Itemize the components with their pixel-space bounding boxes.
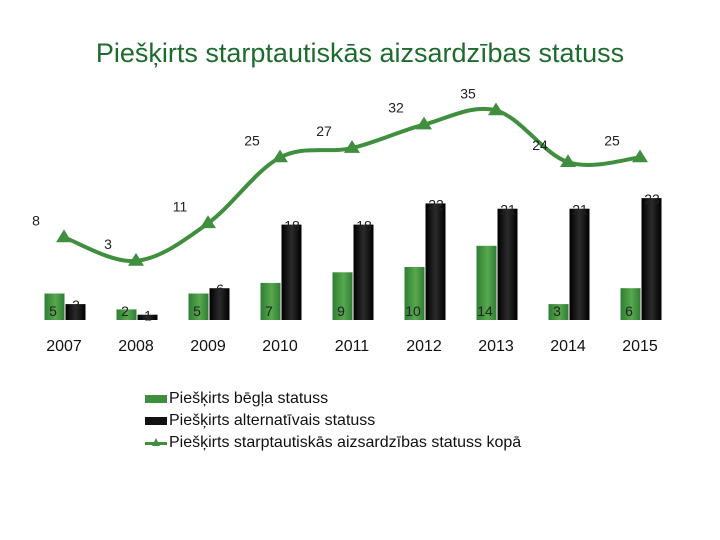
bar-refugee-2007 (44, 293, 65, 320)
label-total-2008: 3 (104, 236, 112, 252)
label-alternative-2012: 22 (428, 196, 444, 212)
label-alternative-2013: 21 (500, 202, 516, 218)
legend-label-total: Piešķirts starptautiskās aizsardzības st… (169, 434, 522, 451)
legend-item-alternative: Piešķirts alternatīvais statuss (145, 410, 521, 432)
bar-refugee-2013 (476, 245, 497, 320)
marker-total-2008 (128, 252, 144, 266)
x-tick-2009: 2009 (190, 338, 226, 355)
label-total-2013: 35 (460, 86, 476, 102)
bar-alternative-2011 (353, 224, 374, 320)
label-alternative-2010: 18 (284, 218, 300, 234)
label-refugee-2014: 3 (553, 303, 561, 319)
legend-swatch-total (145, 438, 167, 448)
marker-total-2007 (56, 229, 72, 243)
bar-refugee-2008 (116, 309, 137, 320)
label-alternative-2009: 6 (216, 281, 224, 297)
marker-total-2015 (632, 149, 648, 163)
bar-alternative-2009 (209, 288, 230, 320)
bar-alternative-2008 (137, 314, 158, 320)
x-tick-2007: 2007 (46, 338, 82, 355)
bar-refugee-2009 (188, 293, 209, 320)
legend-swatch-alternative (145, 417, 167, 425)
x-tick-2012: 2012 (406, 338, 442, 355)
label-refugee-2009: 5 (193, 303, 201, 319)
label-refugee-2015: 6 (625, 303, 633, 319)
bar-alternative-2014 (569, 208, 590, 320)
label-total-2014: 24 (532, 137, 548, 153)
label-total-2009: 11 (173, 198, 188, 214)
x-tick-2015: 2015 (622, 338, 658, 355)
marker-total-2011 (344, 140, 360, 153)
bar-alternative-2013 (497, 208, 518, 320)
legend: Piešķirts bēgļa statuss Piešķirts altern… (145, 388, 521, 454)
label-total-2011: 27 (316, 123, 332, 139)
legend-item-total: Piešķirts starptautiskās aizsardzības st… (145, 432, 521, 454)
label-refugee-2012: 10 (405, 303, 421, 319)
x-tick-2010: 2010 (262, 338, 298, 355)
marker-total-2014 (560, 154, 576, 167)
legend-label-alternative: Piešķirts alternatīvais statuss (169, 412, 376, 429)
label-total-2007: 8 (32, 212, 40, 228)
bar-refugee-2014 (548, 304, 569, 320)
label-total-2010: 25 (244, 133, 260, 149)
marker-total-2010 (272, 149, 288, 163)
label-refugee-2008: 2 (121, 303, 129, 319)
label-refugee-2011: 9 (337, 303, 345, 319)
legend-item-refugee: Piešķirts bēgļa statuss (145, 388, 521, 410)
marker-total-2013 (488, 102, 504, 116)
x-tick-2008: 2008 (118, 338, 154, 355)
chart-title: Piešķirts starptautiskās aizsardzības st… (95, 38, 625, 68)
bar-alternative-2012 (425, 203, 446, 320)
bar-refugee-2012 (404, 267, 425, 320)
x-tick-2011: 2011 (335, 338, 370, 355)
label-alternative-2011: 18 (356, 218, 372, 234)
x-tick-2013: 2013 (478, 338, 514, 355)
legend-label-refugee: Piešķirts bēgļa statuss (169, 390, 329, 407)
label-alternative-2008: 1 (144, 308, 152, 324)
bar-refugee-2015 (620, 288, 641, 320)
marker-total-2009 (200, 215, 216, 229)
label-refugee-2007: 5 (49, 303, 57, 319)
label-refugee-2013: 14 (477, 303, 493, 319)
label-alternative-2015: 23 (644, 191, 660, 207)
line-total (63, 106, 641, 263)
bar-refugee-2010 (260, 282, 281, 320)
legend-swatch-refugee (145, 395, 167, 403)
x-tick-2014: 2014 (550, 338, 586, 355)
bar-alternative-2007 (65, 304, 86, 320)
label-alternative-2014: 21 (572, 202, 588, 218)
label-refugee-2010: 7 (265, 303, 273, 319)
bar-alternative-2015 (641, 198, 662, 320)
bar-refugee-2011 (332, 272, 353, 320)
label-alternative-2007: 3 (72, 297, 80, 313)
label-total-2015: 25 (604, 133, 620, 149)
bar-alternative-2010 (281, 224, 302, 320)
marker-total-2012 (416, 116, 432, 130)
label-total-2012: 32 (388, 100, 404, 116)
